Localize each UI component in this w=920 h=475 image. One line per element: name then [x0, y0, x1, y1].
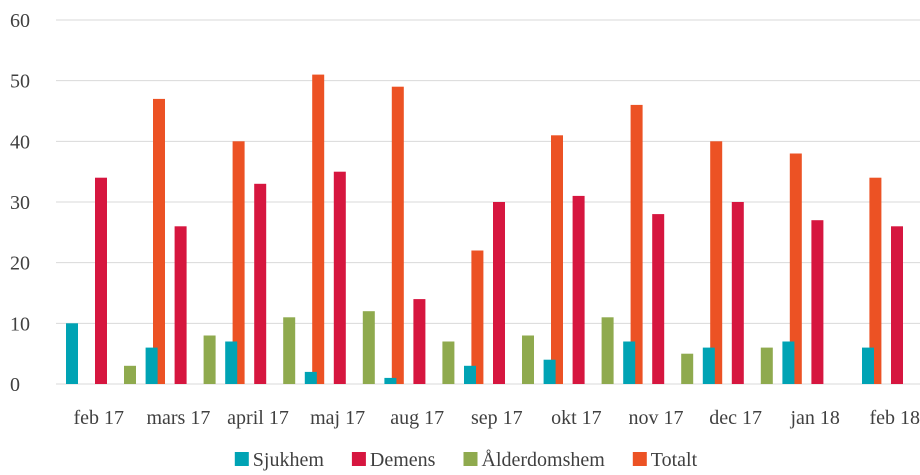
- x-tick-label: feb 18: [870, 407, 920, 429]
- grid-layer: [56, 19, 920, 385]
- bar-demens-dec-17: [731, 202, 744, 384]
- x-tick-label: jan 18: [789, 407, 839, 429]
- legend-swatch: [351, 452, 366, 466]
- bar-sjukhem-sep-17: [464, 365, 476, 384]
- bar-demens-jan-18: [811, 220, 824, 384]
- bar-demens-okt-17: [572, 195, 585, 384]
- bar-demens-nov-17: [652, 214, 665, 384]
- bar-ålderdomshem-april-17: [283, 317, 296, 384]
- x-tick-label: aug 17: [390, 407, 444, 429]
- legend: Sjukhem Demens Ålderdomshem Totalt: [234, 449, 698, 471]
- bar-sjukhem-aug-17: [384, 377, 397, 384]
- bar-totalt-maj-17: [391, 86, 404, 384]
- bar-totalt-feb-17: [153, 98, 165, 385]
- bar-totalt-jan-18: [869, 177, 882, 384]
- legend-item-demens: Demens: [351, 449, 436, 471]
- bar-sjukhem-jan-18: [782, 341, 795, 384]
- bar-ålderdomshem-nov-17: [681, 353, 694, 384]
- bar-sjukhem-nov-17: [623, 341, 636, 384]
- bar-demens-april-17: [254, 183, 267, 384]
- legend-item-ålderdomshem: Ålderdomshem: [463, 449, 606, 471]
- y-axis-ticks: 0 10 20 30 40 50 60: [10, 10, 30, 396]
- x-tick-label: feb 17: [74, 407, 125, 429]
- y-tick-label: 20: [10, 253, 30, 275]
- y-tick-label: 50: [10, 71, 30, 93]
- legend-swatch: [234, 452, 249, 466]
- y-tick-label: 0: [10, 374, 20, 396]
- bar-sjukhem-feb-17: [66, 323, 78, 384]
- x-tick-label: april 17: [227, 407, 289, 429]
- y-tick-label: 60: [10, 10, 30, 32]
- bar-sjukhem-okt-17: [543, 359, 556, 384]
- bar-sjukhem-maj-17: [304, 371, 317, 384]
- x-tick-label: nov 17: [629, 407, 684, 429]
- bars: [66, 74, 903, 385]
- x-tick-label: okt 17: [551, 407, 602, 429]
- y-tick-label: 10: [10, 313, 30, 335]
- legend-item-totalt: Totalt: [632, 449, 698, 471]
- legend-label: Sjukhem: [253, 449, 325, 471]
- bar-ålderdomshem-aug-17: [442, 341, 455, 384]
- legend-swatch: [463, 452, 478, 466]
- bar-demens-mars-17: [174, 226, 187, 384]
- x-tick-label: maj 17: [310, 407, 365, 429]
- bar-sjukhem-dec-17: [702, 347, 715, 384]
- bar-demens-aug-17: [413, 299, 426, 384]
- y-tick-label: 30: [10, 192, 30, 214]
- bar-totalt-april-17: [312, 74, 325, 384]
- bar-sjukhem-feb-18: [862, 347, 874, 384]
- bar-totalt-mars-17: [232, 141, 245, 384]
- bar-ålderdomshem-mars-17: [203, 335, 216, 384]
- legend-swatch: [632, 452, 647, 466]
- x-tick-label: mars 17: [146, 407, 210, 429]
- bar-sjukhem-mars-17: [145, 347, 158, 384]
- bar-demens-sep-17: [493, 202, 505, 384]
- bar-demens-feb-18: [891, 226, 903, 384]
- bar-demens-feb-17: [95, 177, 107, 384]
- legend-item-sjukhem: Sjukhem: [234, 449, 325, 471]
- bar-totalt-okt-17: [630, 104, 643, 385]
- x-tick-label: dec 17: [709, 407, 762, 429]
- legend-label: Totalt: [651, 449, 698, 471]
- bar-ålderdomshem-sep-17: [522, 335, 534, 384]
- bar-ålderdomshem-dec-17: [760, 347, 773, 384]
- x-axis-ticks: feb 17 mars 17 april 17 maj 17 aug 17 sep 17 o…: [74, 407, 920, 429]
- x-tick-label: sep 17: [471, 407, 523, 429]
- legend-label: Demens: [370, 449, 436, 471]
- bar-ålderdomshem-okt-17: [601, 317, 614, 384]
- legend-label: Ålderdomshem: [482, 449, 606, 471]
- bar-totalt-sep-17: [551, 135, 563, 384]
- bar-totalt-dec-17: [789, 153, 802, 384]
- bar-totalt-nov-17: [710, 141, 723, 384]
- bar-totalt-aug-17: [471, 250, 484, 384]
- bar-ålderdomshem-feb-17: [124, 365, 136, 384]
- bar-sjukhem-april-17: [225, 341, 238, 384]
- y-tick-label: 40: [10, 131, 30, 153]
- bar-ålderdomshem-maj-17: [362, 311, 375, 384]
- bar-demens-maj-17: [333, 171, 346, 384]
